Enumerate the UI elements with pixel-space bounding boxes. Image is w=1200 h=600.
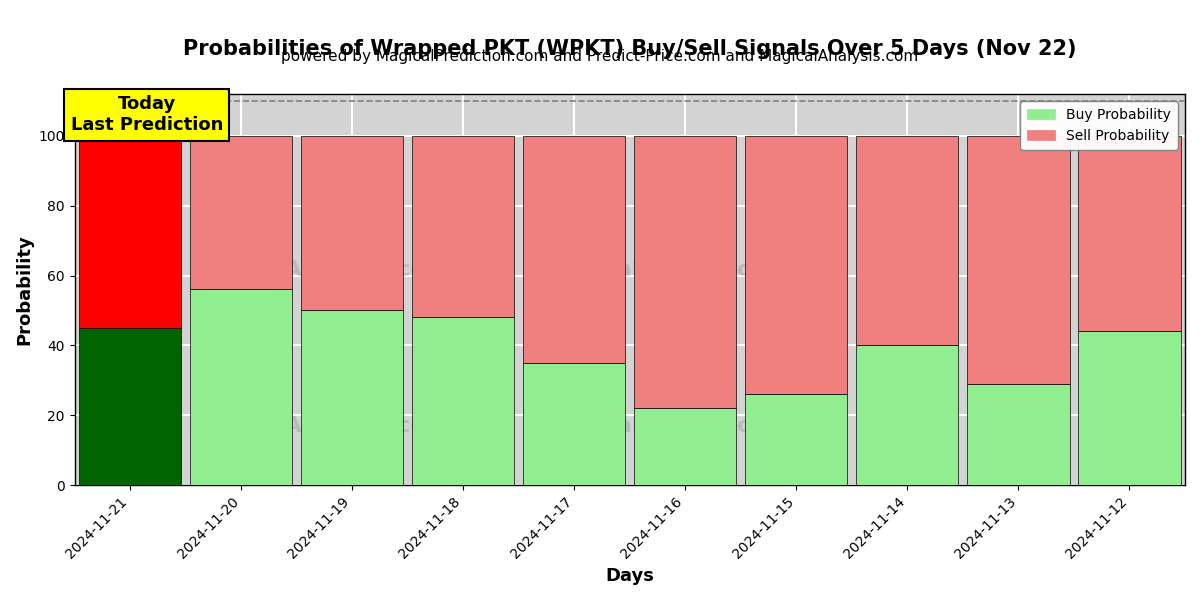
Bar <box>190 136 293 289</box>
Bar <box>857 346 959 485</box>
Text: powered by MagicalPrediction.com and Predict-Price.com and MagicalAnalysis.com: powered by MagicalPrediction.com and Pre… <box>281 49 919 64</box>
Bar <box>857 136 959 346</box>
Bar <box>967 384 1069 485</box>
Legend: Buy Probability, Sell Probability: Buy Probability, Sell Probability <box>1020 101 1178 149</box>
Bar <box>635 136 737 408</box>
Bar <box>745 136 847 394</box>
Bar <box>745 394 847 485</box>
Text: MagicalAnalysis.com: MagicalAnalysis.com <box>188 260 450 280</box>
Y-axis label: Probability: Probability <box>16 234 34 345</box>
Bar <box>967 136 1069 384</box>
X-axis label: Days: Days <box>605 567 654 585</box>
Text: MagicalPrediction.com: MagicalPrediction.com <box>542 260 828 280</box>
Text: Today
Last Prediction: Today Last Prediction <box>71 95 223 134</box>
Bar <box>412 317 515 485</box>
Bar <box>301 310 403 485</box>
Bar <box>79 136 181 328</box>
Bar <box>635 408 737 485</box>
Title: Probabilities of Wrapped PKT (WPKT) Buy/Sell Signals Over 5 Days (Nov 22): Probabilities of Wrapped PKT (WPKT) Buy/… <box>184 39 1076 59</box>
Text: MagicalPrediction.com: MagicalPrediction.com <box>542 416 828 436</box>
Bar <box>301 136 403 310</box>
Text: MagicalAnalysis.com: MagicalAnalysis.com <box>188 416 450 436</box>
Bar <box>412 136 515 317</box>
Bar <box>1079 136 1181 331</box>
Bar <box>79 328 181 485</box>
Bar <box>523 363 625 485</box>
Bar <box>190 289 293 485</box>
Bar <box>523 136 625 363</box>
Bar <box>1079 331 1181 485</box>
